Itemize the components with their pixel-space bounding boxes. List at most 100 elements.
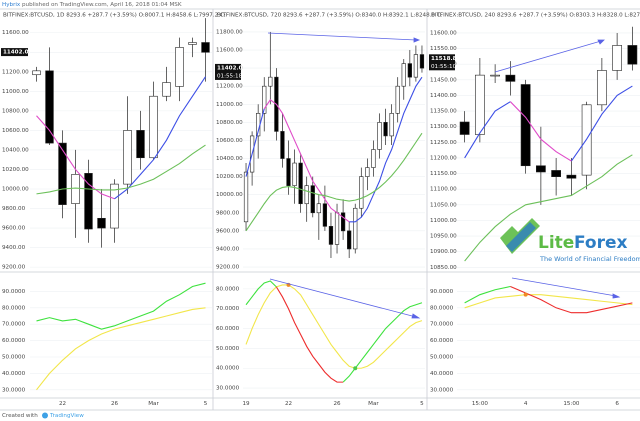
candle-body <box>175 47 184 87</box>
candle-body <box>58 142 67 205</box>
y-tick-label: 10000.00 <box>2 186 29 192</box>
candle-body <box>71 174 80 204</box>
last-price-box <box>1 48 28 57</box>
candle-body <box>97 217 106 229</box>
candle-body <box>298 162 303 205</box>
osc-tick-label: 90.0000 <box>2 289 26 295</box>
tagline: The World of Financial Freedom <box>539 255 640 263</box>
indicator-line <box>464 85 633 162</box>
candle-body <box>395 85 400 114</box>
osc-tick-label: 40.0000 <box>2 371 26 377</box>
candle-body <box>353 207 358 250</box>
y-tick-label: 9400.00 <box>2 245 26 251</box>
x-tick-label: 15:00 <box>563 401 580 407</box>
candle-body <box>262 85 267 114</box>
y-tick-label: 10600.00 <box>216 138 243 144</box>
candle-body <box>474 74 485 135</box>
candle-body <box>304 185 309 205</box>
candle-body <box>383 122 388 137</box>
last-price: 11518.8 <box>431 56 457 62</box>
last-price-box <box>429 54 455 71</box>
candle-body <box>535 165 546 173</box>
candle-body <box>268 76 273 87</box>
indicator-line <box>509 101 572 162</box>
y-tick-label: 11200.00 <box>216 84 243 90</box>
osc-tick-label: 60.0000 <box>216 326 240 332</box>
candle-body <box>377 122 382 150</box>
osc-tick-label: 80.0000 <box>430 305 454 311</box>
chart-header: BITFINEX:BTCUSD, 720 8293.6 +287.7 (+3.5… <box>217 13 443 19</box>
candle-body <box>389 113 394 137</box>
indicator-line <box>275 286 344 383</box>
osc-tick-label: 30.0000 <box>216 386 240 392</box>
candle-body <box>84 173 93 230</box>
y-tick-label: 11600.00 <box>216 48 243 54</box>
last-price: 11402.0 <box>217 65 243 71</box>
y-tick-label: 11450.00 <box>430 77 457 83</box>
marks: BITFINEX:BTCUSD, 1D 8293.6 +287.7 (+3.59… <box>1 13 640 407</box>
last-price: 11402.0 <box>3 50 29 56</box>
x-tick-label: 26 <box>111 401 119 407</box>
candle-body <box>520 84 531 167</box>
candle-body <box>188 42 197 45</box>
candle-body <box>612 45 622 71</box>
candle-body <box>280 131 285 159</box>
tv-logo <box>42 412 48 419</box>
footer-text: Created with <box>2 413 38 419</box>
trend-line <box>267 32 417 41</box>
y-tick-label: 9800.00 <box>2 206 26 212</box>
osc-tick-label: 40.0000 <box>216 366 240 372</box>
y-tick-label: 11000.00 <box>216 102 243 108</box>
y-tick-label: 11200.00 <box>2 69 29 75</box>
y-tick-label: 11300.00 <box>430 124 457 130</box>
candle-body <box>316 203 321 214</box>
indicator-line <box>36 282 206 330</box>
candle-body <box>32 70 41 76</box>
candle-body <box>310 185 315 214</box>
y-tick-label: 11050.00 <box>430 202 457 208</box>
publish-info: published on TradingView.com, April 16, … <box>22 2 182 8</box>
indicator-line <box>36 144 206 195</box>
watermark: Lite Forex The World of Financial Freedo… <box>500 218 640 263</box>
y-tick-label: 10800.00 <box>216 120 243 126</box>
indicator-line <box>114 76 206 200</box>
candle-body <box>45 70 54 144</box>
osc-tick-label: 40.0000 <box>430 371 454 377</box>
trend-line <box>511 277 617 297</box>
osc-tick-label: 70.0000 <box>216 306 240 312</box>
y-tick-label: 10800.00 <box>2 108 29 114</box>
candle-body <box>286 158 291 186</box>
candle-body <box>407 63 412 78</box>
candle-body <box>566 174 577 179</box>
candle-body <box>243 171 249 223</box>
indicator-line <box>245 284 423 369</box>
x-tick-label: 22 <box>59 401 66 407</box>
indicator-line <box>464 294 633 309</box>
publisher[interactable]: Hybrix <box>2 2 21 8</box>
indicator-line <box>263 98 350 223</box>
candle-body <box>149 95 158 159</box>
footer-brand[interactable]: TradingView <box>49 413 84 419</box>
x-tick-label: 22 <box>285 401 292 407</box>
y-tick-label: 10600.00 <box>2 128 29 134</box>
candle-body <box>490 74 500 77</box>
candle-body <box>365 167 370 177</box>
candle-body <box>627 45 638 65</box>
candle-body <box>347 230 352 250</box>
y-tick-label: 11100.00 <box>430 187 457 193</box>
x-tick-label: 26 <box>333 401 341 407</box>
arrow-head <box>413 37 421 43</box>
y-tick-label: 11250.00 <box>430 140 457 146</box>
chart-header: BITFINEX:BTCUSD, 1D 8293.6 +287.7 (+3.59… <box>3 13 226 19</box>
y-tick-label: 10950.00 <box>430 234 457 240</box>
y-tick-label: 11600.00 <box>430 30 457 36</box>
y-tick-label: 10400.00 <box>2 147 29 153</box>
y-tick-label: 11000.00 <box>430 218 457 224</box>
signal-dot <box>353 366 358 371</box>
x-tick-label: 4 <box>524 401 528 407</box>
brand-b: Forex <box>574 233 628 253</box>
y-tick-label: 9200.00 <box>216 265 240 271</box>
arrow-head <box>411 313 421 319</box>
candle-body <box>322 203 328 227</box>
